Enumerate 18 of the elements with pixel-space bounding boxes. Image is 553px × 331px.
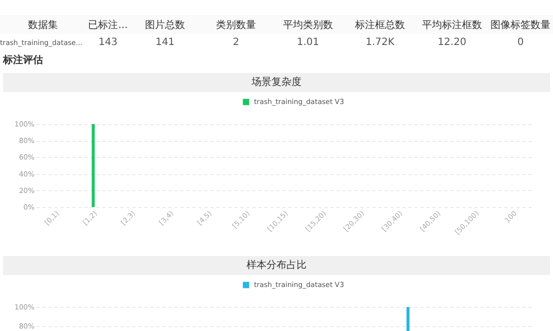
text: 平均标注框数: [416, 15, 488, 34]
text: 数据集: [0, 15, 86, 34]
text: 标注框总数: [344, 15, 416, 34]
text: 12.20: [436, 36, 468, 50]
chart-title: 样本分布占比: [3, 256, 550, 275]
text: 141: [154, 36, 176, 50]
text: 1.01: [296, 36, 320, 50]
text: 2: [232, 36, 240, 50]
text: 标注评估: [3, 53, 44, 67]
text: 图片总数: [130, 15, 200, 34]
text: 平均类别数: [272, 15, 344, 34]
text: 图像标签数量: [488, 15, 553, 34]
text: 类别数量: [200, 15, 272, 34]
text: 已标注...: [86, 15, 130, 34]
chart-title: 场景复杂度: [3, 73, 550, 92]
text: 143: [97, 36, 119, 50]
text: 0: [516, 36, 525, 50]
text: 1.72K: [364, 36, 396, 50]
